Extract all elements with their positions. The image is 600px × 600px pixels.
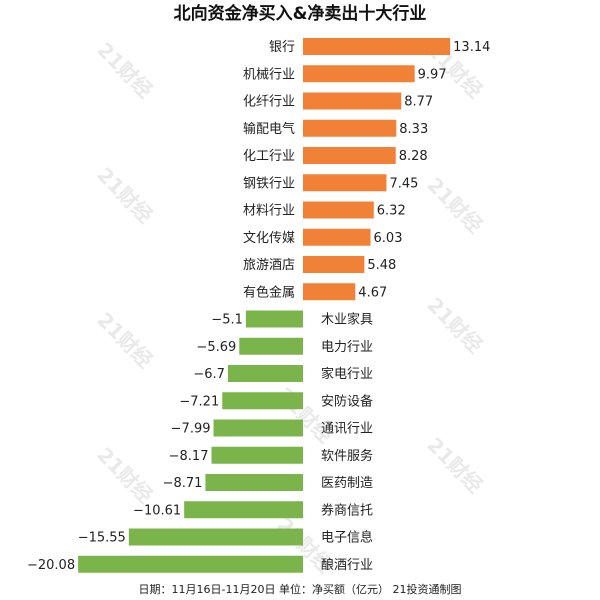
category-label: 材料行业	[243, 204, 295, 219]
bar	[222, 392, 303, 410]
bar	[303, 65, 415, 83]
watermark: 21财经	[422, 433, 487, 498]
category-label: 有色金属	[243, 284, 295, 300]
bar	[211, 446, 303, 464]
bar	[239, 337, 303, 355]
chart-footnote: 日期：11月16日-11月20日 单位：净买额（亿元） 21投资通制图	[139, 582, 462, 596]
bar	[227, 365, 303, 382]
category-label: 文化传媒	[243, 231, 295, 246]
watermark: 21财经	[422, 293, 487, 358]
value-label: −8.71	[163, 476, 203, 491]
value-label: −10.61	[133, 503, 181, 518]
value-label: −5.1	[211, 313, 243, 328]
bar	[303, 92, 402, 110]
value-label: 8.77	[404, 95, 433, 110]
category-label: 旅游酒店	[243, 258, 295, 273]
bar	[303, 228, 371, 246]
value-label: −7.99	[171, 422, 211, 437]
category-label: 电力行业	[321, 340, 373, 355]
value-label: −6.7	[193, 367, 225, 382]
value-label: 5.48	[367, 258, 396, 273]
category-label: 医药制造	[321, 476, 373, 491]
watermark: 21财经	[92, 38, 157, 103]
bar	[205, 474, 303, 491]
category-label: 酿酒行业	[321, 557, 373, 573]
category-label: 电子信息	[321, 530, 373, 546]
value-label: 13.14	[453, 40, 490, 55]
category-label: 机械行业	[243, 67, 295, 82]
category-label: 银行	[269, 40, 295, 55]
value-label: 4.67	[358, 285, 387, 300]
category-label: 钢铁行业	[243, 176, 295, 191]
value-label: −15.55	[78, 531, 126, 546]
category-label: 通讯行业	[321, 422, 373, 437]
value-label: 7.45	[389, 176, 418, 191]
bar	[303, 119, 397, 137]
category-labels-group: 银行机械行业化纤行业输配电气化工行业钢铁行业材料行业文化传媒旅游酒店有色金属木业…	[243, 40, 373, 573]
value-label: −8.17	[169, 449, 209, 464]
watermark: 21财经	[92, 443, 157, 508]
watermark: 21财经	[422, 173, 487, 238]
category-label: 券商信托	[321, 502, 373, 518]
category-label: 化纤行业	[243, 95, 295, 110]
value-label: −5.69	[196, 340, 236, 355]
value-label: 8.33	[399, 122, 428, 137]
category-label: 软件服务	[321, 448, 373, 464]
watermark: 21财经	[92, 163, 157, 228]
value-label: 6.32	[377, 204, 406, 219]
bar	[303, 147, 396, 164]
bar	[303, 174, 387, 192]
category-label: 家电行业	[321, 366, 373, 382]
value-label: 6.03	[374, 231, 403, 246]
bar	[303, 201, 374, 219]
bars-group	[78, 38, 451, 573]
bar	[303, 283, 356, 301]
category-label: 安防设备	[321, 393, 373, 409]
category-label: 化工行业	[243, 149, 295, 164]
bar	[213, 419, 303, 437]
bar	[245, 310, 303, 328]
value-label: −20.08	[27, 558, 75, 573]
category-label: 木业家具	[321, 312, 373, 328]
bar	[128, 528, 303, 546]
value-label: 8.28	[399, 149, 428, 164]
bar	[184, 501, 303, 519]
value-labels-group: 13.14 9.97 8.77 8.33 8.28 7.45 6.32 6.03 5.48 4.6…	[27, 40, 490, 573]
value-label: −7.21	[179, 394, 219, 409]
bar	[78, 555, 303, 573]
value-label: 9.97	[418, 67, 447, 82]
bar	[303, 38, 451, 55]
category-label: 输配电气	[243, 121, 295, 137]
watermark: 21财经	[92, 308, 157, 373]
chart-title: 北向资金净买入&净卖出十大行业	[174, 3, 427, 24]
bar	[303, 256, 365, 273]
